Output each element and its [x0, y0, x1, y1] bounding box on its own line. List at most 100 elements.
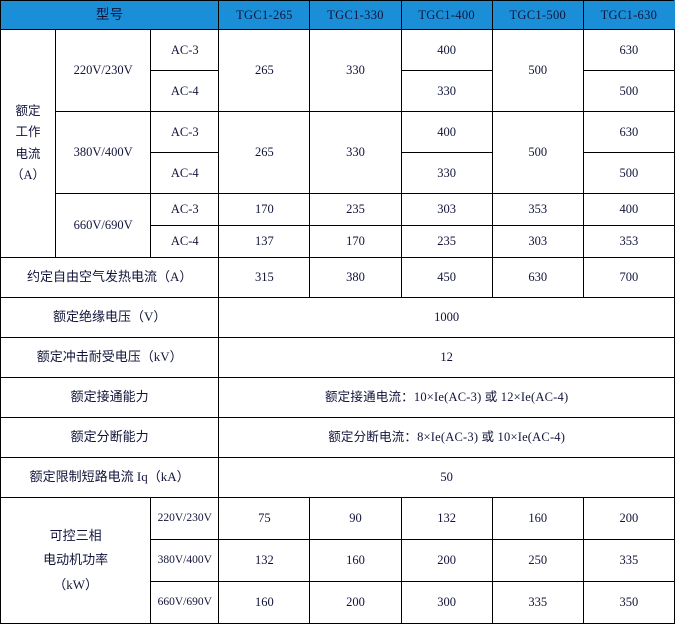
header-model-tgc1-500: TGC1-500	[491, 0, 584, 30]
header-row: 型号 TGC1-265 TGC1-330 TGC1-400 TGC1-500 T…	[0, 0, 675, 30]
cell-current-660v-ac4-630: 353	[582, 225, 675, 258]
row-label-impulse-voltage: 额定冲击耐受电压（kV）	[0, 337, 220, 378]
cell-current-660v-ac3-265: 170	[218, 193, 311, 226]
row-label-rated-current: 额定 工作 电流 （A）	[0, 29, 57, 258]
table-row: AC-4 330 500	[1, 70, 675, 112]
cell-current-660v-ac3-630: 400	[582, 193, 675, 226]
cell-breaking-capacity-value: 额定分断电流：8×Ie(AC-3) 或 10×Ie(AC-4)	[218, 417, 675, 458]
table-row: 约定自由空气发热电流（A） 315 380 450 630 700	[0, 257, 675, 298]
table-row: 额定绝缘电压（V） 1000	[0, 297, 675, 338]
cell-current-660v-ac4-330: 170	[309, 225, 402, 258]
table-row: 额定分断能力 额定分断电流：8×Ie(AC-3) 或 10×Ie(AC-4)	[0, 417, 675, 458]
cell-motor-220v-265: 75	[218, 497, 311, 540]
table-row: 额定限制短路电流 Iq（kA） 50	[0, 457, 675, 498]
voltage-group-380v: 380V/400V	[55, 111, 152, 194]
utilization-category-ac4: AC-4	[150, 70, 220, 112]
row-label-making-capacity: 额定接通能力	[0, 377, 220, 418]
cell-current-660v-ac4-265: 137	[218, 225, 311, 258]
table-row: 可控三相 电动机功率 （kW） 220V/230V 75 90 132 160 …	[0, 497, 675, 624]
utilization-category-ac4: AC-4	[150, 152, 220, 194]
cell-motor-660v-500: 335	[491, 581, 584, 624]
cell-current-220v-330: 330	[309, 29, 402, 112]
header-model-tgc1-330: TGC1-330	[309, 0, 402, 30]
cell-thermal-400: 450	[400, 257, 493, 298]
cell-motor-380v-265: 132	[218, 539, 311, 582]
cell-current-660v-ac4-500: 303	[491, 225, 584, 258]
cell-current-380v-ac4-630: 500	[582, 152, 675, 194]
table-row: 380V/400V AC-3 265 330 400 500 630	[1, 111, 675, 194]
cell-current-220v-ac3-630: 630	[582, 29, 675, 71]
cell-current-220v-500: 500	[491, 29, 584, 112]
cell-motor-220v-400: 132	[400, 497, 493, 540]
cell-motor-220v-630: 200	[582, 497, 675, 540]
motor-voltage-660v: 660V/690V	[150, 581, 220, 624]
cell-current-380v-ac3-630: 630	[582, 111, 675, 153]
cell-current-220v-ac3-400: 400	[400, 29, 493, 71]
cell-current-380v-ac3-400: 400	[400, 111, 493, 153]
voltage-group-660v: 660V/690V	[55, 193, 152, 258]
table-header: 型号 TGC1-265 TGC1-330 TGC1-400 TGC1-500 T…	[0, 0, 675, 30]
cell-motor-380v-330: 160	[309, 539, 402, 582]
table-row: AC-4 137 170 235 303 353	[1, 225, 675, 258]
cell-motor-380v-400: 200	[400, 539, 493, 582]
row-label-motor-power: 可控三相 电动机功率 （kW）	[0, 497, 152, 624]
row-label-breaking-capacity: 额定分断能力	[0, 417, 220, 458]
specification-table: 型号 TGC1-265 TGC1-330 TGC1-400 TGC1-500 T…	[0, 0, 675, 624]
cell-motor-660v-400: 300	[400, 581, 493, 624]
cell-motor-660v-265: 160	[218, 581, 311, 624]
label-line: 额定	[15, 104, 41, 118]
table-body: 额定 工作 电流 （A） 220V/230V AC-3 265 330 400 …	[0, 29, 675, 624]
cell-motor-660v-330: 200	[309, 581, 402, 624]
cell-motor-380v-500: 250	[491, 539, 584, 582]
cell-thermal-630: 700	[582, 257, 675, 298]
label-line: （A）	[11, 167, 46, 182]
table-row: AC-4 330 500	[1, 152, 675, 194]
cell-thermal-500: 630	[491, 257, 584, 298]
table-row: 380V/400V 132 160 200 250 335	[1, 539, 675, 582]
utilization-category-ac4: AC-4	[150, 225, 220, 258]
cell-current-660v-ac3-330: 235	[309, 193, 402, 226]
cell-motor-380v-630: 335	[582, 539, 675, 582]
header-model-tgc1-400: TGC1-400	[400, 0, 493, 30]
voltage-group-220v: 220V/230V	[55, 29, 152, 112]
motor-voltage-220v: 220V/230V	[150, 497, 220, 540]
label-line: 电动机功率	[43, 552, 109, 568]
cell-current-380v-500: 500	[491, 111, 584, 194]
cell-current-660v-ac4-400: 235	[400, 225, 493, 258]
cell-current-380v-330: 330	[309, 111, 402, 194]
table-row: 660V/690V AC-3 170 235 303 353 400	[1, 193, 675, 258]
table-row: 额定 工作 电流 （A） 220V/230V AC-3 265 330 400 …	[0, 29, 675, 258]
header-model-tgc1-265: TGC1-265	[218, 0, 311, 30]
cell-current-660v-ac3-400: 303	[400, 193, 493, 226]
cell-motor-220v-330: 90	[309, 497, 402, 540]
table-row: 额定接通能力 额定接通电流：10×Ie(AC-3) 或 12×Ie(AC-4)	[0, 377, 675, 418]
cell-insulation-voltage-value: 1000	[218, 297, 675, 338]
label-line: 工作	[15, 125, 41, 140]
utilization-category-ac3: AC-3	[150, 111, 220, 153]
label-line: （kW）	[53, 576, 98, 592]
label-line: 电流	[15, 146, 41, 161]
cell-motor-220v-500: 160	[491, 497, 584, 540]
utilization-category-ac3: AC-3	[150, 193, 220, 226]
cell-short-circuit-current-value: 50	[218, 457, 675, 498]
cell-current-220v-265: 265	[218, 29, 311, 112]
row-label-short-circuit-current: 额定限制短路电流 Iq（kA）	[0, 457, 220, 498]
cell-current-380v-ac4-400: 330	[400, 152, 493, 194]
header-model-tgc1-630: TGC1-630	[582, 0, 675, 30]
row-label-insulation-voltage: 额定绝缘电压（V）	[0, 297, 220, 338]
cell-thermal-330: 380	[309, 257, 402, 298]
cell-making-capacity-value: 额定接通电流：10×Ie(AC-3) 或 12×Ie(AC-4)	[218, 377, 675, 418]
cell-current-220v-ac4-630: 500	[582, 70, 675, 112]
label-line: 可控三相	[49, 528, 102, 544]
table-row: 660V/690V 160 200 300 335 350	[1, 581, 675, 624]
motor-voltage-380v: 380V/400V	[150, 539, 220, 582]
utilization-category-ac3: AC-3	[150, 29, 220, 71]
table-row: 额定冲击耐受电压（kV） 12	[0, 337, 675, 378]
row-label-thermal-current: 约定自由空气发热电流（A）	[0, 257, 220, 298]
cell-current-660v-ac3-500: 353	[491, 193, 584, 226]
cell-current-380v-265: 265	[218, 111, 311, 194]
cell-motor-660v-630: 350	[582, 581, 675, 624]
cell-impulse-voltage-value: 12	[218, 337, 675, 378]
header-model-label: 型号	[0, 0, 220, 30]
cell-thermal-265: 315	[218, 257, 311, 298]
